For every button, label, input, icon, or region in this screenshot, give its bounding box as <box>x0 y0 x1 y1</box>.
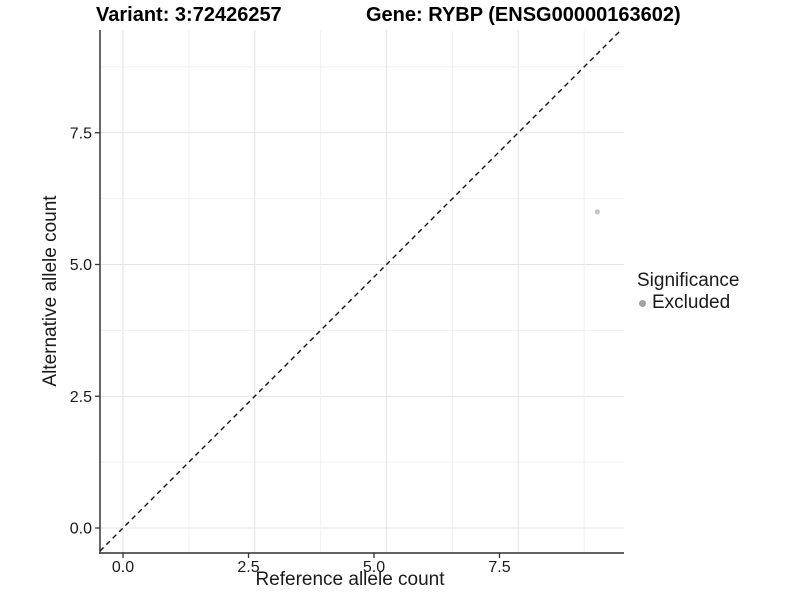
y-tick-label: 0.0 <box>70 521 92 538</box>
gene-title: Gene: RYBP (ENSG00000163602) <box>366 4 681 26</box>
x-tick-label: 0.0 <box>112 559 134 576</box>
y-tick-label: 5.0 <box>70 257 92 274</box>
y-tick-label: 2.5 <box>70 389 92 406</box>
variant-title: Variant: 3:72426257 <box>96 4 282 26</box>
legend: Significance Excluded <box>637 269 739 314</box>
x-tick-label: 7.5 <box>488 559 510 576</box>
identity-line <box>99 29 622 552</box>
legend-item-excluded: Excluded <box>637 292 739 314</box>
x-axis-title: Reference allele count <box>255 569 445 590</box>
y-tick-label: 7.5 <box>70 125 92 142</box>
x-tick-label: 5.0 <box>363 559 385 576</box>
legend-title: Significance <box>637 270 740 291</box>
x-tick-label: 2.5 <box>237 559 259 576</box>
legend-item-label: Excluded <box>652 292 731 313</box>
data-point <box>594 209 600 215</box>
legend-key-dot-icon <box>639 299 646 307</box>
y-axis-title: Alternative allele count <box>40 195 61 387</box>
